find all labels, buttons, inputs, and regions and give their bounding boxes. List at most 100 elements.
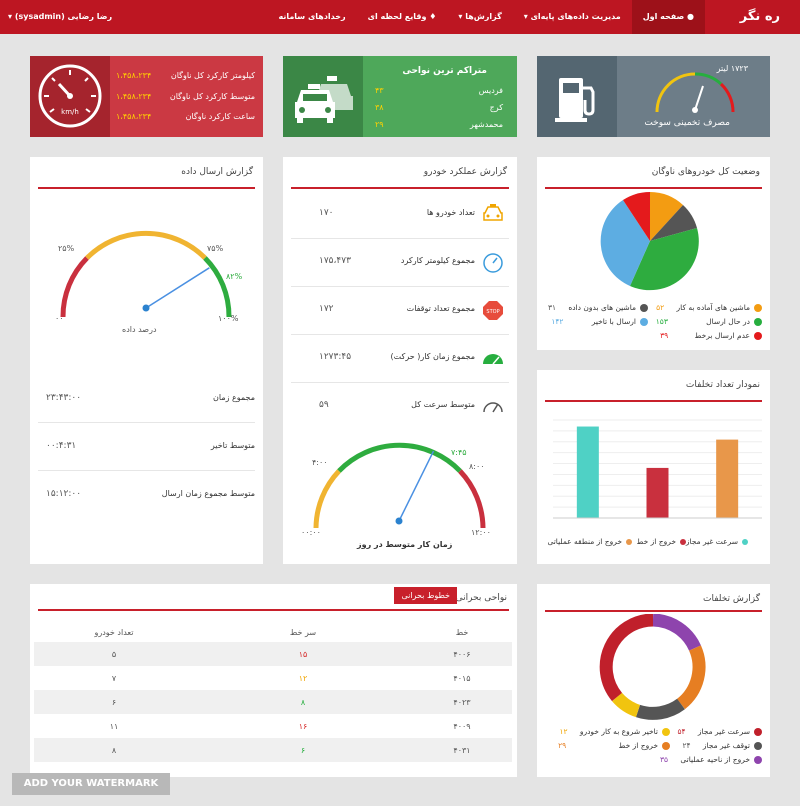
nav-live-events[interactable]: ♦ وقایع لحظه ای [367, 12, 437, 21]
violation-report-legend: سرعت غیر مجاز ۵۴ تاخیر شروع به کار خودرو… [537, 727, 770, 773]
count-cell: ۶ [34, 690, 194, 714]
bar [646, 467, 669, 518]
legend-item: سرعت غیر مجاز ۵۴ [677, 727, 762, 736]
legend-item: ماشین های آماده به کار ۵۲ [656, 303, 762, 312]
mileage-row: ساعت کارکرد ناوگان ۱،۴۵۸،۲۳۴ [116, 112, 255, 121]
head-cell: ۶ [194, 738, 412, 762]
stop-sign-icon: STOP [483, 301, 503, 320]
legend-item: در حال ارسال ۱۵۳ [656, 317, 762, 326]
brand-logo[interactable]: ره نگر [739, 9, 780, 24]
panel-title: گزارش ارسال داده [181, 167, 253, 177]
fuel-value: ۱۷۲۳ لیتر [716, 64, 748, 73]
svg-text:STOP: STOP [486, 309, 499, 315]
gauge-needle [398, 450, 435, 522]
gauge-hub [142, 304, 150, 312]
chevron-down-icon: ▾ [523, 12, 528, 21]
speedometer-box: km/h [30, 56, 110, 137]
line-cell: ۴۰۰۹ [453, 721, 471, 731]
taxi-box [283, 56, 363, 137]
table-header-row: خط سر خط تعداد خودرو [34, 622, 512, 642]
density-row: فردیس ۴۳ [375, 86, 503, 95]
count-cell: ۷ [111, 673, 117, 683]
fuel-card: ۱۷۲۳ لیتر مصرف تخمینی سوخت [537, 56, 770, 137]
panel-title: گزارش عملکرد خودرو [423, 167, 507, 177]
panel-title: وضعیت کل خودروهای ناوگان [651, 167, 760, 177]
taxi-icon [483, 204, 503, 221]
bell-icon: ♦ [426, 12, 437, 21]
pie-slice [600, 200, 650, 286]
nav-reports[interactable]: گزارش‌ها ▾ [458, 12, 502, 21]
gauge-tick: ۱۰۰% [218, 314, 239, 323]
legend-dot [640, 304, 648, 312]
divider [291, 187, 509, 189]
divider [545, 400, 762, 402]
gauge-label: زمان کار متوسط در روز [357, 540, 453, 549]
table-row[interactable]: ۴۰۰۶ ۱۵ ۵ [34, 642, 512, 666]
donut-slice [676, 645, 706, 710]
svg-text:km/h: km/h [61, 108, 79, 116]
fuel-pump-icon [555, 78, 595, 122]
table-row[interactable]: ۴۰۰۹ ۱۶ ۱۱ [34, 714, 512, 738]
legend-dot [662, 742, 670, 750]
table-row[interactable]: ۴۰۳۱ ۶ ۸ [34, 738, 512, 762]
data-percent-gauge [60, 230, 232, 318]
tab-critical-lines[interactable]: خطوط بحرانی [394, 587, 457, 604]
count-cell: ۸ [34, 738, 194, 762]
main-nav: ● صفحه اول مدیریت داده‌های پایه‌ای ▾ گزا… [267, 0, 705, 34]
user-menu[interactable]: رضا رضایی (sysadmin) ▾ [8, 12, 113, 21]
legend-item: ماشین های بدون داده ۳۱ [548, 303, 648, 312]
send-report-panel: گزارش ارسال داده ۰۰ ۲۵% ۷۵% ۱۰۰% ۸۲% درص… [30, 157, 263, 564]
gauge-tick: ۷۵% [207, 244, 224, 253]
donut-slice [635, 698, 685, 720]
watermark: ADD YOUR WATERMARK [12, 773, 170, 795]
legend-dot [680, 539, 686, 545]
taxi-icon [295, 76, 353, 123]
legend-item: خروج از منطقه عملیاتی [547, 537, 632, 546]
line-cell: ۴۰۳۱ [412, 738, 512, 762]
panel-title: نمودار تعداد تخلفات [685, 380, 760, 390]
legend-dot [754, 742, 762, 750]
line-cell: ۴۰۲۳ [412, 690, 512, 714]
perf-row: مجموع زمان کار( حرکت) ۱۲۷۳:۴۵ [291, 335, 509, 383]
stat-row: متوسط تاخیر ۰۰:۴:۳۱ [38, 423, 255, 471]
column-header: خط [455, 627, 469, 637]
nav-system-events[interactable]: رخدادهای سامانه [278, 12, 346, 21]
legend-item: خروج از خط ۲۹ [558, 741, 670, 750]
mileage-row: متوسط کارکرد کل ناوگان ۱،۴۵۸،۲۳۴ [116, 92, 255, 101]
fuel-gauge [655, 72, 735, 113]
table-row[interactable]: ۴۰۲۳ ۸ ۶ [34, 690, 512, 714]
nav-home[interactable]: ● صفحه اول [631, 0, 705, 34]
count-cell: ۱۱ [109, 721, 119, 731]
violation-chart-panel: نمودار تعداد تخلفات سرعت غیر مجاز خروج ا… [537, 370, 770, 564]
panel-title: نواحی بحرانی [455, 593, 507, 603]
line-cell: ۴۰۱۵ [453, 673, 471, 683]
density-row: محمدشهر ۲۹ [375, 120, 503, 129]
perf-row: تعداد خودرو ها ۱۷۰ [291, 191, 509, 239]
legend-dot [754, 318, 762, 326]
gauge-hub [395, 517, 403, 525]
table-row[interactable]: ۴۰۱۵ ۱۲ ۷ [34, 666, 512, 690]
legend-item: توقف غیر مجاز ۲۴ [682, 741, 762, 750]
violation-donut-chart [599, 614, 706, 720]
legend-dot [754, 304, 762, 312]
divider [38, 187, 255, 189]
legend-dot [754, 756, 762, 764]
stat-row: متوسط مجموع زمان ارسال ۱۵:۱۲:۰۰ [46, 489, 255, 499]
fleet-status-panel: وضعیت کل خودروهای ناوگان ماشین های آماده… [537, 157, 770, 350]
head-cell: ۱۲ [298, 673, 308, 683]
column-header: سر خط [289, 627, 317, 637]
legend-item: ارسال با تاخیر ۱۴۲ [551, 317, 648, 326]
head-cell: ۱۵ [194, 642, 412, 666]
legend-item: عدم ارسال برخط ۳۹ [660, 331, 762, 340]
gauge-value: ۸۲% [226, 272, 243, 281]
mileage-card: km/h کیلومتر کارکرد کل ناوگان ۱،۴۵۸،۲۳۴ م… [30, 56, 263, 137]
panel-title: گزارش تخلفات [702, 594, 760, 604]
performance-panel: گزارش عملکرد خودرو تعداد خودرو ها ۱۷۰ مجم… [283, 157, 517, 564]
speedometer-icon [483, 253, 503, 273]
top-navbar: ره نگر ● صفحه اول مدیریت داده‌های پایه‌ا… [0, 0, 800, 34]
user-icon: ● [684, 12, 694, 21]
speedometer-icon: km/h [38, 64, 102, 128]
density-title: متراکم ترین نواحی [402, 66, 487, 76]
donut-slice [652, 614, 701, 651]
nav-base-data[interactable]: مدیریت داده‌های پایه‌ای ▾ [523, 12, 621, 21]
